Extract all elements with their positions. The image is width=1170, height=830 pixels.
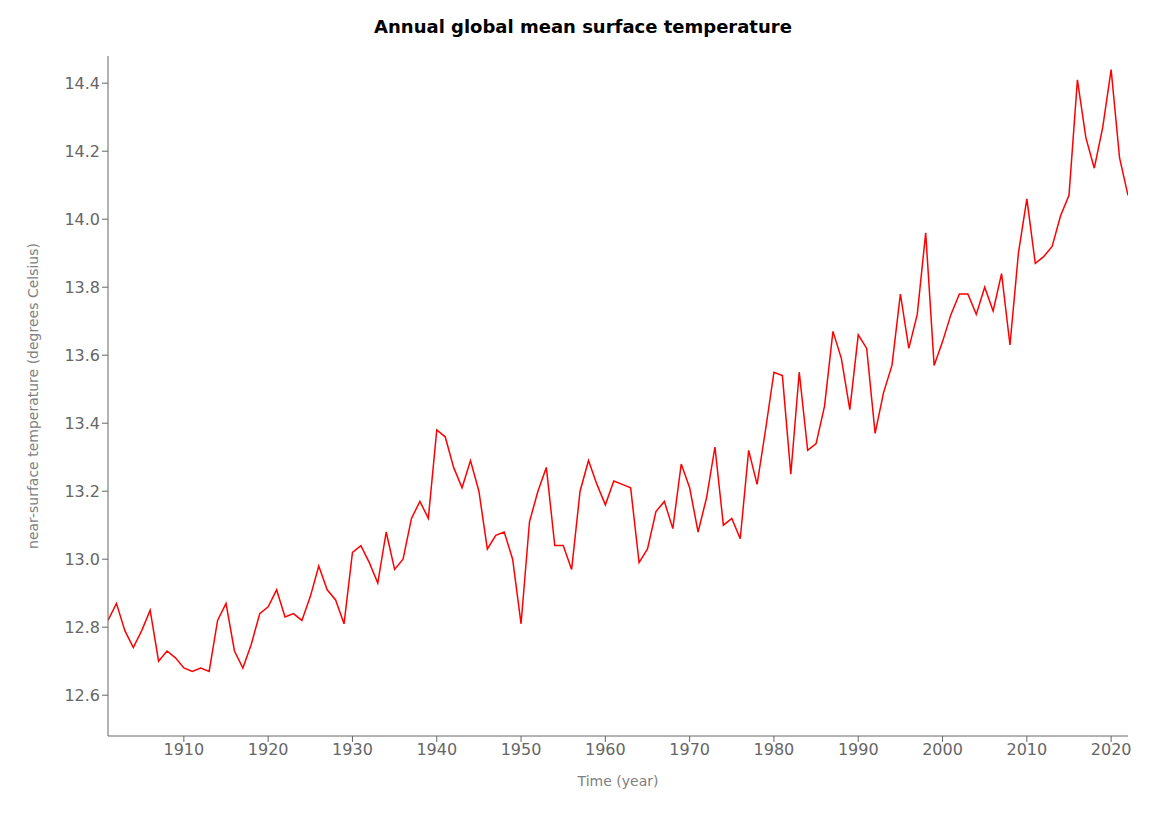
svg-text:1970: 1970 xyxy=(669,740,710,759)
svg-text:13.6: 13.6 xyxy=(64,346,100,365)
svg-text:1940: 1940 xyxy=(416,740,457,759)
svg-text:1980: 1980 xyxy=(754,740,795,759)
svg-text:12.6: 12.6 xyxy=(64,686,100,705)
svg-text:14.4: 14.4 xyxy=(64,74,100,93)
svg-text:1950: 1950 xyxy=(501,740,542,759)
svg-text:2010: 2010 xyxy=(1006,740,1047,759)
svg-text:13.4: 13.4 xyxy=(64,414,100,433)
svg-text:14.2: 14.2 xyxy=(64,142,100,161)
svg-text:13.2: 13.2 xyxy=(64,482,100,501)
svg-text:2000: 2000 xyxy=(922,740,963,759)
svg-text:1920: 1920 xyxy=(248,740,289,759)
svg-text:Time (year): Time (year) xyxy=(577,773,659,789)
svg-text:13.8: 13.8 xyxy=(64,278,100,297)
svg-text:1990: 1990 xyxy=(838,740,879,759)
svg-text:13.0: 13.0 xyxy=(64,550,100,569)
svg-text:2020: 2020 xyxy=(1091,740,1132,759)
svg-text:1910: 1910 xyxy=(164,740,205,759)
svg-text:near-surface temperature (degr: near-surface temperature (degrees Celsiu… xyxy=(25,243,41,549)
svg-text:14.0: 14.0 xyxy=(64,210,100,229)
svg-text:12.8: 12.8 xyxy=(64,618,100,637)
html-text:Annual global mean surface tem: Annual global mean surface temperature xyxy=(374,16,792,37)
svg-text:1930: 1930 xyxy=(332,740,373,759)
svg-text:1960: 1960 xyxy=(585,740,626,759)
